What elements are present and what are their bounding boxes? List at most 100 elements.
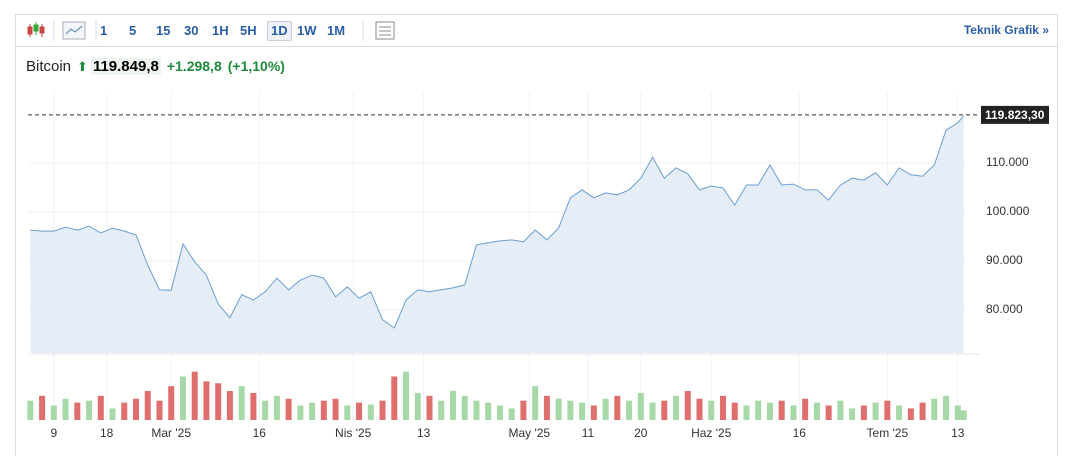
volume-bar	[250, 392, 257, 420]
up-arrow: ⬆	[77, 59, 88, 74]
volume-bar	[356, 402, 363, 420]
last-price-label: 119.823,30	[985, 108, 1045, 122]
volume-bar	[86, 400, 93, 420]
x-tick-label: 9	[50, 426, 57, 440]
volume-bar	[884, 400, 891, 420]
volume-bar	[438, 400, 445, 420]
volume-bar	[743, 405, 750, 420]
volume-bar	[473, 400, 480, 420]
volume-bar	[532, 386, 539, 420]
volume-bar	[825, 405, 832, 420]
volume-bar	[931, 398, 938, 420]
interval-button[interactable]: 5H	[240, 23, 257, 38]
chart-frame: 1 5 15 30 1H 5H 1D 1W 1M Teknik Grafik » Bitcoin…	[15, 14, 1058, 456]
volume-bar	[168, 386, 175, 420]
volume-bar	[226, 391, 233, 420]
x-tick-label: Mar '25	[151, 426, 191, 440]
price-line	[30, 115, 965, 329]
volume-bar	[297, 405, 304, 420]
volume-bar	[708, 400, 715, 420]
volume-bar	[802, 398, 809, 420]
price-area	[30, 116, 964, 353]
volume-bar	[496, 405, 503, 420]
volume-bar	[485, 402, 492, 420]
y-tick-label: 90.000	[986, 253, 1023, 267]
volume-bar	[837, 400, 844, 420]
interval-button[interactable]: 1H	[212, 23, 229, 38]
volume-bar	[215, 383, 222, 420]
x-tick-label: 13	[417, 426, 431, 440]
volume-bar	[203, 381, 210, 420]
volume-bar	[39, 395, 46, 420]
volume-bar	[907, 408, 914, 420]
volume-bar	[262, 400, 269, 420]
volume-bar	[567, 400, 574, 420]
toolbar: 1 5 15 30 1H 5H 1D 1W 1M Teknik Grafik »	[16, 15, 1057, 47]
volume-bar	[661, 400, 668, 420]
interval-button[interactable]: 15	[156, 23, 171, 38]
volume-bar	[238, 386, 245, 420]
volume-bar	[179, 376, 186, 420]
volume-bar	[426, 395, 433, 420]
volume-bar	[673, 395, 680, 420]
volume-bar	[579, 402, 586, 420]
x-tick-label: May '25	[508, 426, 550, 440]
volume-bar	[74, 402, 81, 420]
volume-bar	[696, 398, 703, 420]
volume-bar	[309, 402, 316, 420]
price: 119.849,8	[90, 58, 161, 75]
table-icon[interactable]	[375, 21, 395, 40]
interval-button[interactable]: 1W	[297, 23, 317, 38]
volume-bar	[960, 410, 967, 420]
volume-bar	[520, 400, 527, 420]
volume-bar	[332, 398, 339, 420]
volume-bar	[273, 395, 280, 420]
volume-bar	[97, 395, 104, 420]
volume-bar	[872, 402, 879, 420]
volume-bar	[27, 400, 34, 420]
volume-bar	[320, 400, 327, 420]
volume-bar	[813, 402, 820, 420]
volume-bar	[367, 404, 374, 420]
interval-button[interactable]: 1M	[327, 23, 346, 38]
volume-bar	[602, 398, 609, 420]
volume-bar	[719, 395, 726, 420]
interval-button[interactable]: 5	[129, 23, 137, 38]
volume-bar	[133, 398, 140, 420]
volume-bar	[50, 405, 57, 420]
interval-button[interactable]: 1	[100, 23, 108, 38]
volume-bar	[156, 400, 163, 420]
volume-bar	[555, 398, 562, 420]
volume-bar	[144, 391, 151, 420]
volume-bar	[285, 398, 292, 420]
volume-bar	[860, 405, 867, 420]
volume-bar	[626, 400, 633, 420]
volume-bar	[919, 402, 926, 420]
quote-header: Bitcoin ⬆ 119.849,8 +1.298,8 (+1,10%)	[26, 58, 291, 75]
x-tick-label: Nis '25	[335, 426, 372, 440]
volume-bar	[731, 402, 738, 420]
interval-button[interactable]: 30	[184, 23, 199, 38]
volume-bar	[191, 371, 198, 420]
volume-bar	[62, 398, 69, 420]
technical-chart-link[interactable]: Teknik Grafik »	[963, 23, 1049, 37]
interval-button[interactable]: 1D	[267, 21, 292, 41]
table-icon-wrap	[362, 20, 395, 41]
x-tick-label: 16	[793, 426, 807, 440]
volume-bar	[403, 371, 410, 420]
volume-bar	[790, 405, 797, 420]
volume-bar	[614, 395, 621, 420]
x-tick-label: 11	[582, 426, 595, 440]
candle-icon[interactable]	[27, 22, 45, 37]
x-tick-label: Haz '25	[691, 426, 732, 440]
volume-bar	[766, 402, 773, 420]
volume-bar	[461, 395, 468, 420]
volume-bar	[414, 392, 421, 420]
line-icon[interactable]	[62, 21, 86, 40]
volume-bar	[755, 400, 762, 420]
volume-bar	[896, 405, 903, 420]
change: +1.298,8	[166, 58, 222, 74]
y-tick-label: 100.000	[986, 204, 1030, 218]
